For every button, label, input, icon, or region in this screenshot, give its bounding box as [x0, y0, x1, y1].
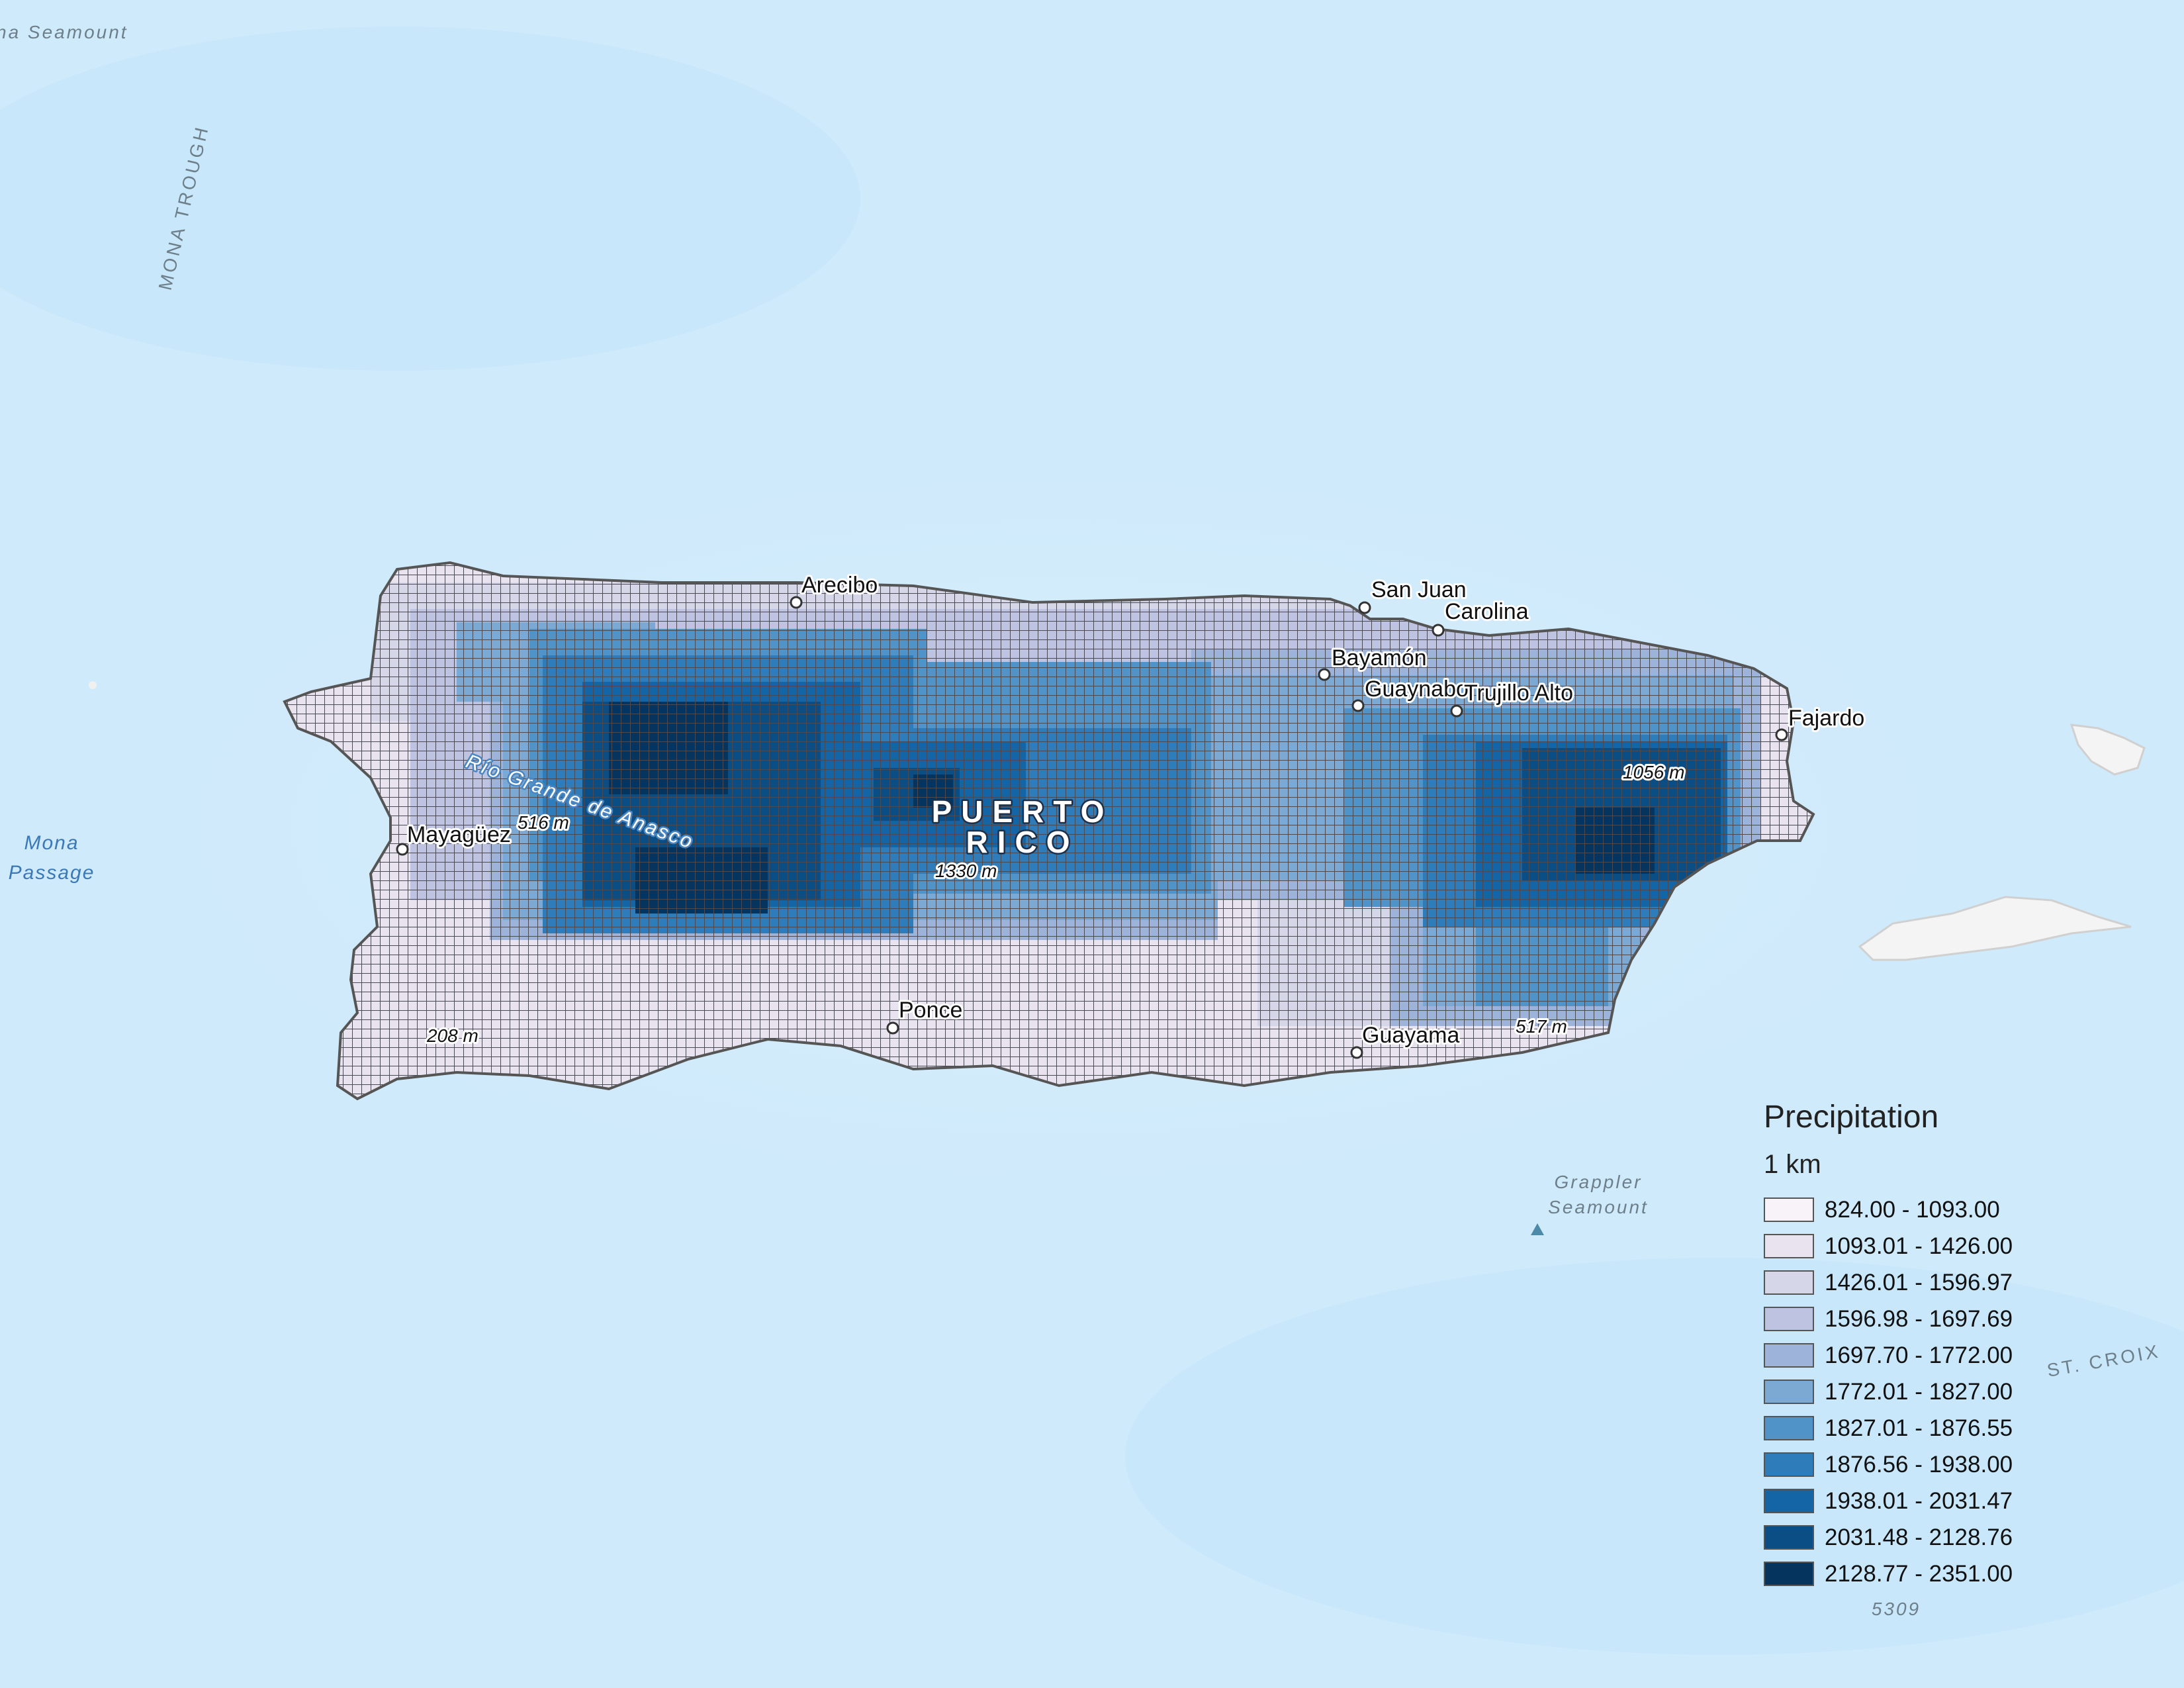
legend-label: 1876.56 - 1938.00: [1825, 1451, 2013, 1477]
virgin-islands: [2070, 724, 2146, 776]
islet-mona: [89, 681, 97, 689]
city-dot-guayama[interactable]: [1350, 1046, 1363, 1059]
label-bayamon: Bayamón: [1332, 645, 1427, 671]
label-elev-1056: 1056 m: [1623, 762, 1684, 782]
city-dot-arecibo[interactable]: [790, 596, 803, 609]
legend-swatch: [1764, 1525, 1814, 1550]
city-dot-guaynabo[interactable]: [1351, 699, 1365, 712]
legend-row: 1938.01 - 2031.47: [1764, 1483, 2042, 1519]
city-dot-bayamon[interactable]: [1318, 668, 1331, 681]
city-dot-san-juan[interactable]: [1358, 601, 1371, 614]
label-ponce: Ponce: [899, 998, 962, 1023]
label-guaynabo: Guaynabo: [1365, 677, 1469, 702]
label-grappler-1: Grappler: [1555, 1172, 1643, 1192]
label-trujillo-alto: Trujillo Alto: [1464, 680, 1573, 706]
legend: Precipitation 1 km 824.00 - 1093.00 1093.…: [1764, 1099, 2042, 1592]
label-seamount-nw: na Seamount: [0, 22, 128, 42]
st-croix-island: [1858, 896, 2132, 961]
legend-label: 1426.01 - 1596.97: [1825, 1269, 2013, 1295]
legend-row: 1426.01 - 1596.97: [1764, 1264, 2042, 1301]
legend-subtitle: 1 km: [1764, 1150, 1821, 1179]
legend-row: 1876.56 - 1938.00: [1764, 1446, 2042, 1483]
legend-swatch: [1764, 1307, 1814, 1331]
legend-swatch: [1764, 1416, 1814, 1440]
legend-row: 2128.77 - 2351.00: [1764, 1556, 2042, 1592]
legend-label: 2128.77 - 2351.00: [1825, 1560, 2013, 1587]
label-arecibo: Arecibo: [801, 573, 878, 598]
legend-row: 1827.01 - 1876.55: [1764, 1410, 2042, 1446]
label-elev-517: 517 m: [1516, 1016, 1567, 1037]
legend-label: 1772.01 - 1827.00: [1825, 1378, 2013, 1405]
legend-row: 1772.01 - 1827.00: [1764, 1374, 2042, 1410]
legend-label: 824.00 - 1093.00: [1825, 1196, 2000, 1223]
label-puerto: PUERTO: [932, 794, 1114, 829]
legend-label: 1596.98 - 1697.69: [1825, 1305, 2013, 1332]
legend-class-list: 824.00 - 1093.00 1093.01 - 1426.00 1426.01…: [1764, 1192, 2042, 1592]
label-depth-5309: 5309: [1872, 1599, 1921, 1619]
city-dot-ponce[interactable]: [886, 1021, 899, 1035]
city-dot-fajardo[interactable]: [1775, 728, 1788, 741]
legend-row: 2031.48 - 2128.76: [1764, 1519, 2042, 1556]
city-dot-carolina[interactable]: [1432, 624, 1445, 637]
legend-swatch: [1764, 1452, 1814, 1477]
legend-swatch: [1764, 1234, 1814, 1258]
label-guayama: Guayama: [1362, 1023, 1459, 1048]
city-points: [396, 596, 1788, 1059]
legend-swatch: [1764, 1562, 1814, 1586]
label-san-juan: San Juan: [1371, 577, 1467, 602]
grid-lines: [285, 563, 1813, 1099]
legend-row: 824.00 - 1093.00: [1764, 1192, 2042, 1228]
label-mona-passage-1: Mona: [24, 832, 79, 854]
label-elev-208: 208 m: [426, 1025, 478, 1046]
label-fajardo: Fajardo: [1788, 706, 1864, 731]
legend-row: 1697.70 - 1772.00: [1764, 1337, 2042, 1374]
legend-row: 1596.98 - 1697.69: [1764, 1301, 2042, 1337]
city-dot-trujillo-alto[interactable]: [1450, 704, 1463, 718]
label-rico: RICO: [966, 825, 1079, 859]
ocean-deep-south: [1125, 1258, 2184, 1655]
legend-label: 1697.70 - 1772.00: [1825, 1342, 2013, 1368]
label-elev-1330: 1330 m: [935, 861, 997, 881]
legend-label: 1938.01 - 2031.47: [1825, 1487, 2013, 1514]
label-elev-516: 516 m: [518, 812, 569, 833]
legend-row: 1093.01 - 1426.00: [1764, 1228, 2042, 1264]
city-dot-mayaguez[interactable]: [396, 843, 409, 856]
label-mona-passage-2: Passage: [9, 862, 95, 884]
ocean-deep-north: [0, 26, 860, 371]
label-carolina: Carolina: [1445, 599, 1529, 624]
legend-swatch: [1764, 1489, 1814, 1513]
precipitation-grid-layer: [285, 563, 1813, 1099]
label-mayaguez: Mayagüez: [407, 822, 511, 847]
label-grappler-2: Seamount: [1548, 1197, 1649, 1217]
legend-swatch: [1764, 1197, 1814, 1222]
legend-label: 1093.01 - 1426.00: [1825, 1233, 2013, 1259]
seamount-triangle-icon: [1531, 1223, 1544, 1235]
legend-title: Precipitation: [1764, 1100, 1939, 1135]
legend-swatch: [1764, 1270, 1814, 1295]
legend-swatch: [1764, 1343, 1814, 1368]
legend-label: 1827.01 - 1876.55: [1825, 1415, 2013, 1441]
legend-label: 2031.48 - 2128.76: [1825, 1524, 2013, 1550]
legend-swatch: [1764, 1380, 1814, 1404]
